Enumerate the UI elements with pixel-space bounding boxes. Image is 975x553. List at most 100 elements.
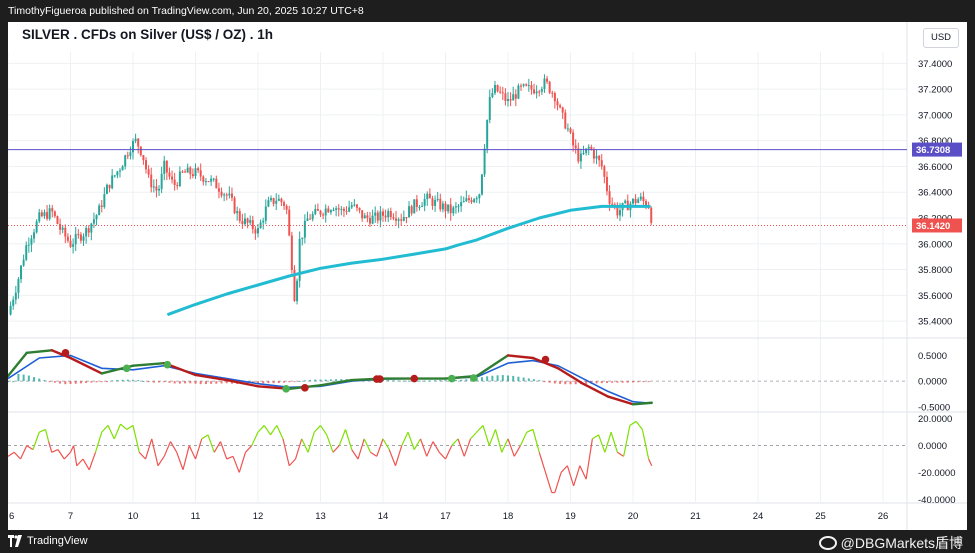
oscillator-line-segment: [526, 428, 534, 433]
candle-body: [257, 228, 259, 234]
macd-histogram-bar: [397, 380, 400, 382]
candle-body: [454, 206, 457, 208]
candle: [572, 129, 575, 152]
candle-body: [376, 212, 379, 221]
oscillator-line-segment: [388, 449, 397, 466]
candle: [100, 200, 103, 213]
price-tick-label: 35.4000: [918, 317, 952, 328]
oscillator-tick-label: -20.0000: [918, 468, 956, 479]
macd-histogram-bar: [559, 381, 562, 384]
candle: [418, 204, 421, 211]
candle-body: [574, 145, 577, 149]
chart-panel[interactable]: SILVER . CFDs on Silver (US$ / OZ) . 1h …: [8, 22, 967, 530]
macd-histogram-bar: [454, 379, 457, 382]
moving-average-line: [166, 204, 651, 317]
candle: [517, 83, 520, 100]
candle-body: [384, 215, 387, 218]
candle-body: [105, 184, 108, 194]
candle-body: [30, 238, 33, 245]
candle-body: [335, 208, 338, 210]
macd-histogram-bar: [220, 381, 223, 384]
macd-histogram-bar: [423, 380, 426, 382]
oscillator-tick-label: -40.0000: [918, 495, 956, 506]
candle-body: [197, 168, 200, 171]
candle-body: [92, 219, 95, 224]
candle-body: [329, 210, 332, 213]
candle: [14, 285, 17, 305]
macd-histogram-bar: [22, 374, 25, 382]
candle-body: [371, 215, 374, 224]
candle: [546, 75, 549, 85]
candle: [382, 208, 384, 222]
candle: [452, 205, 455, 216]
candle: [533, 83, 536, 95]
candle: [410, 204, 413, 216]
candle: [314, 204, 317, 216]
macd-histogram-bar: [418, 380, 421, 382]
chart-canvas[interactable]: 37.4000 37.2000 37.0000 36.8000 36.6000 36.40…: [8, 22, 967, 530]
candle-body: [220, 191, 223, 196]
candle-body: [223, 194, 226, 196]
candle: [449, 198, 452, 221]
tradingview-logo[interactable]: TradingView: [8, 535, 88, 547]
candle: [306, 211, 309, 222]
candle: [236, 206, 239, 221]
candle-body: [470, 200, 473, 203]
candle-body: [90, 223, 93, 233]
oscillator-line-segment: [585, 438, 593, 480]
oscillator-line-segment: [120, 423, 128, 430]
macd-histogram-bar: [121, 379, 124, 382]
oscillator-line-segment: [376, 438, 384, 457]
candle-body: [650, 207, 653, 223]
candle: [207, 180, 210, 183]
candle-body: [366, 215, 369, 219]
oscillator-line-segment: [182, 445, 190, 470]
candle: [134, 133, 137, 144]
candle: [22, 254, 25, 267]
candle-body: [298, 238, 301, 281]
candle-body: [132, 141, 134, 153]
candle-body: [418, 206, 421, 208]
candle: [113, 174, 116, 178]
oscillator-line-segment: [82, 458, 90, 471]
candle-body: [478, 194, 481, 199]
candle: [92, 212, 95, 229]
candle-body: [561, 107, 564, 113]
macd-histogram-bar: [335, 379, 338, 382]
candle: [85, 226, 88, 244]
candle: [483, 144, 486, 178]
candle: [77, 229, 80, 239]
candle-body: [283, 202, 286, 206]
candle-body: [632, 198, 634, 204]
candle-body: [389, 211, 392, 218]
candle: [241, 213, 244, 229]
candle-body: [637, 199, 640, 203]
candle: [342, 206, 345, 217]
candle-body: [137, 138, 140, 147]
macd-histogram-bar: [642, 381, 645, 383]
macd-histogram-bar: [277, 381, 280, 384]
time-tick-label: 20: [628, 511, 639, 522]
candle-body: [181, 171, 184, 173]
candle-body: [35, 221, 38, 233]
currency-button[interactable]: USD: [923, 28, 959, 48]
candle: [246, 217, 249, 229]
time-tick-label: 12: [253, 511, 264, 522]
candle-body: [233, 197, 236, 214]
candle-body: [82, 236, 85, 241]
macd-histogram-bar: [480, 377, 483, 382]
candle-body: [337, 208, 340, 210]
candle-body: [22, 259, 25, 266]
oscillator-line-segment: [194, 438, 203, 460]
candle: [486, 119, 489, 154]
oscillator-line-segment: [313, 425, 321, 433]
candle-body: [493, 85, 496, 94]
candle: [171, 170, 174, 184]
macd-histogram-bar: [465, 379, 468, 382]
candle-body: [241, 220, 244, 225]
candle-body: [212, 178, 215, 180]
candle-body: [267, 200, 270, 207]
candle: [345, 206, 348, 215]
candle-body: [512, 94, 515, 101]
candle: [632, 198, 634, 207]
